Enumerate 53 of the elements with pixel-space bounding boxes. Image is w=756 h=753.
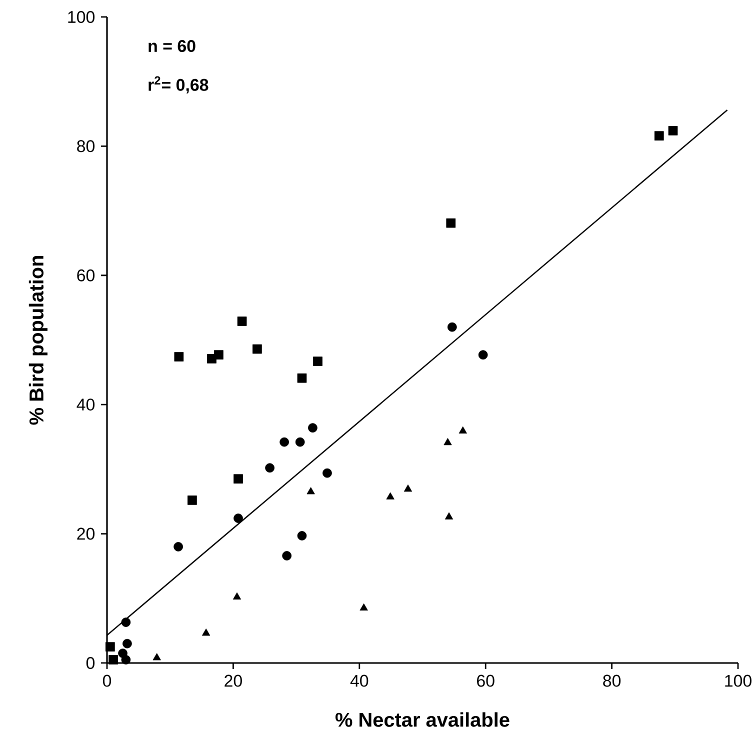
point <box>121 655 131 664</box>
point <box>202 628 210 636</box>
point <box>386 492 394 500</box>
y-axis-title: % Bird population <box>28 256 48 425</box>
annotation: r$^{2}$= 0,68 <box>148 76 208 94</box>
point <box>654 131 664 141</box>
point <box>265 463 274 473</box>
x-axis-title: % Nectar available <box>336 712 510 727</box>
y-tick-label: 20 <box>77 528 95 540</box>
point <box>297 373 307 383</box>
point <box>308 423 318 433</box>
point <box>121 618 131 627</box>
point <box>234 514 243 523</box>
point <box>478 350 488 360</box>
point <box>306 487 315 494</box>
x-tick-label: 60 <box>477 674 494 687</box>
point <box>360 603 368 611</box>
y-tick-label: 40 <box>76 398 95 411</box>
point <box>444 438 452 446</box>
point <box>252 344 262 354</box>
point <box>295 437 305 447</box>
point <box>214 350 224 360</box>
x-tick-label: 0 <box>102 674 112 687</box>
point <box>237 316 247 326</box>
point <box>668 126 678 136</box>
y-tick-label: 80 <box>77 140 95 152</box>
point <box>108 655 118 664</box>
x-tick-label: 40 <box>350 674 368 687</box>
y-tick-label: 100 <box>68 10 95 23</box>
point <box>122 638 132 648</box>
point <box>188 496 197 505</box>
point <box>174 542 183 552</box>
x-tick-label: 20 <box>224 674 242 687</box>
point <box>322 468 332 478</box>
point <box>234 474 243 484</box>
point <box>404 484 412 492</box>
point <box>174 352 184 362</box>
point <box>297 531 307 540</box>
point <box>105 642 115 652</box>
y-tick-label: 0 <box>86 656 95 669</box>
x-tick-label: 80 <box>603 674 621 687</box>
point <box>458 426 467 434</box>
point <box>232 592 242 600</box>
x-tick-label: 100 <box>725 674 752 687</box>
point <box>444 512 454 520</box>
point <box>280 437 289 447</box>
point <box>152 653 161 660</box>
point <box>447 322 457 332</box>
point <box>282 551 292 560</box>
point <box>446 218 456 228</box>
annotation: n = 60 <box>148 40 196 52</box>
point <box>313 356 322 366</box>
y-tick-label: 60 <box>77 269 95 282</box>
